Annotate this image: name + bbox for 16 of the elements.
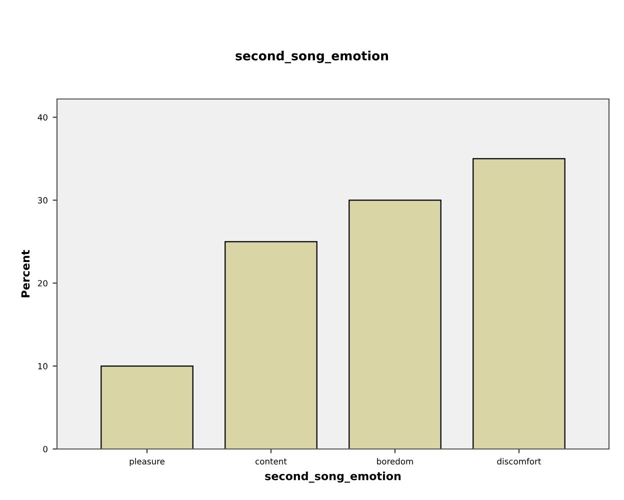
x-tick-label: discomfort	[497, 458, 542, 464]
bar	[348, 200, 442, 449]
x-tick-label: content	[256, 458, 287, 464]
y-tick-label: 20	[38, 280, 48, 286]
chart-title: second_song_emotion	[236, 50, 388, 64]
x-tick-label: pleasure	[130, 458, 164, 466]
x-axis-title: second_song_emotion	[265, 472, 401, 483]
y-tick-label: 0	[43, 446, 48, 452]
y-tick-label: 40	[38, 114, 48, 121]
y-axis-title: Percent	[21, 250, 30, 298]
y-tick-label: 30	[38, 197, 48, 204]
bar	[224, 241, 318, 449]
x-tick-label: boredom	[377, 458, 413, 464]
bar	[472, 158, 566, 449]
y-tick-label: 10	[38, 363, 48, 370]
bar	[100, 366, 194, 449]
